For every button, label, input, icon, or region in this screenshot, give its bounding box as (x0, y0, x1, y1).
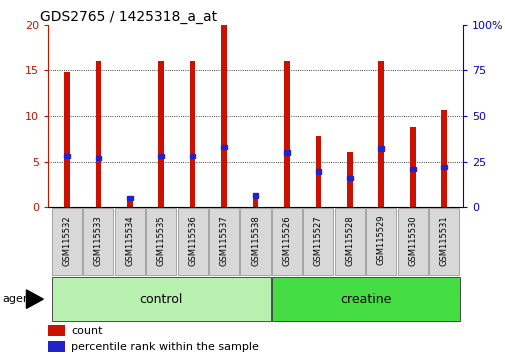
Bar (95, 156, 101, 160)
Bar (440, 165, 446, 169)
FancyBboxPatch shape (302, 208, 333, 275)
FancyBboxPatch shape (428, 208, 459, 275)
FancyBboxPatch shape (146, 208, 176, 275)
Text: GSM115535: GSM115535 (157, 215, 166, 266)
Text: GSM115534: GSM115534 (125, 215, 134, 266)
Bar (189, 154, 195, 158)
Bar (127, 196, 132, 200)
Bar (284, 150, 289, 155)
FancyBboxPatch shape (83, 208, 113, 275)
Bar (315, 169, 321, 174)
Text: GSM115526: GSM115526 (282, 215, 291, 266)
Bar (95, 61, 101, 207)
Bar (440, 109, 446, 207)
FancyBboxPatch shape (52, 277, 270, 321)
Text: GSM115537: GSM115537 (219, 215, 228, 266)
Bar (48, 341, 65, 353)
Text: control: control (139, 293, 182, 306)
Bar (409, 127, 415, 207)
Text: GSM115536: GSM115536 (188, 215, 197, 266)
Text: GDS2765 / 1425318_a_at: GDS2765 / 1425318_a_at (40, 10, 217, 24)
Text: GSM115527: GSM115527 (313, 215, 322, 266)
Bar (158, 61, 164, 207)
Text: GSM115528: GSM115528 (344, 215, 354, 266)
Text: GSM115533: GSM115533 (94, 215, 103, 266)
Text: count: count (71, 326, 102, 336)
Bar (48, 325, 65, 336)
FancyBboxPatch shape (397, 208, 427, 275)
Bar (315, 136, 321, 207)
FancyBboxPatch shape (271, 208, 301, 275)
Bar (252, 193, 258, 207)
Bar (378, 147, 383, 151)
Bar (409, 166, 415, 171)
FancyBboxPatch shape (52, 208, 82, 275)
FancyBboxPatch shape (115, 208, 144, 275)
FancyBboxPatch shape (240, 208, 270, 275)
FancyBboxPatch shape (209, 208, 239, 275)
Polygon shape (26, 290, 43, 308)
Bar (158, 154, 164, 158)
Bar (346, 152, 352, 207)
FancyBboxPatch shape (366, 208, 395, 275)
FancyBboxPatch shape (271, 277, 459, 321)
FancyBboxPatch shape (177, 208, 208, 275)
Bar (378, 61, 383, 207)
Bar (221, 25, 226, 207)
Bar (64, 154, 70, 158)
Text: GSM115531: GSM115531 (439, 215, 448, 266)
Text: GSM115530: GSM115530 (408, 215, 416, 266)
Bar (252, 193, 258, 198)
Bar (284, 61, 289, 207)
Bar (127, 200, 132, 207)
Text: creatine: creatine (339, 293, 390, 306)
Text: agent: agent (3, 294, 35, 304)
Bar (221, 145, 226, 149)
FancyBboxPatch shape (334, 208, 364, 275)
Text: GSM115538: GSM115538 (250, 215, 260, 266)
Text: percentile rank within the sample: percentile rank within the sample (71, 342, 258, 352)
Bar (189, 61, 195, 207)
Bar (64, 72, 70, 207)
Text: GSM115532: GSM115532 (62, 215, 71, 266)
Bar (346, 176, 352, 180)
Text: GSM115529: GSM115529 (376, 215, 385, 266)
